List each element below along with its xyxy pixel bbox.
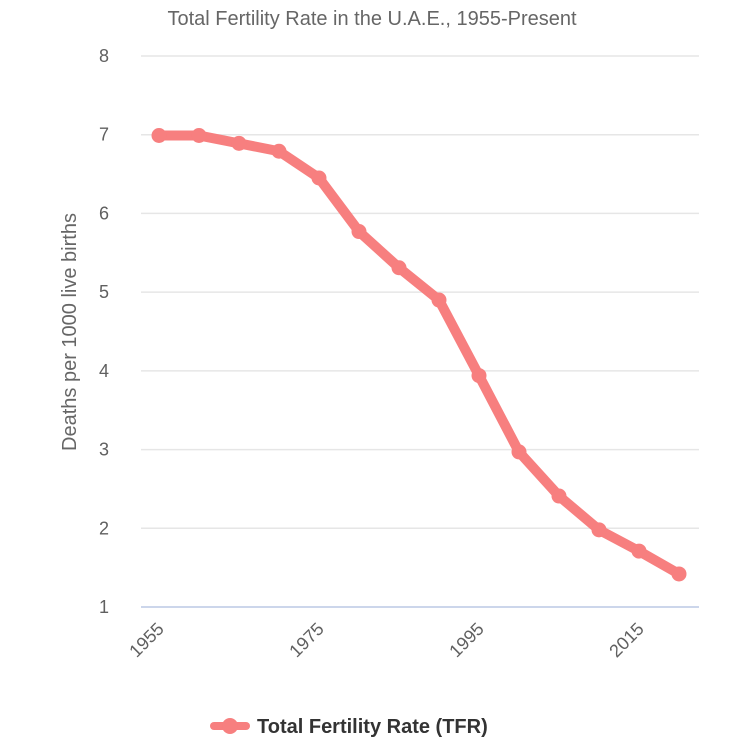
data-point[interactable] [631, 543, 647, 559]
legend[interactable]: Total Fertility Rate (TFR) [210, 716, 488, 738]
y-tick-label: 7 [99, 125, 109, 145]
x-tick-label: 2015 [605, 619, 647, 661]
gridlines [141, 55, 699, 608]
data-point[interactable] [191, 128, 207, 144]
y-tick-label: 1 [99, 597, 109, 617]
data-point[interactable] [511, 444, 527, 460]
x-tick-label: 1975 [285, 619, 327, 661]
x-tick-label: 1995 [445, 619, 487, 661]
x-tick-label: 1955 [125, 619, 167, 661]
series-tfr[interactable] [151, 128, 687, 582]
y-axis-ticks: 1 2 3 4 5 6 7 8 [99, 46, 109, 617]
y-tick-label: 2 [99, 518, 109, 538]
series-line [154, 130, 684, 579]
y-tick-label: 3 [99, 440, 109, 460]
data-point[interactable] [151, 128, 167, 144]
data-point[interactable] [231, 135, 247, 151]
data-point[interactable] [351, 224, 367, 240]
data-point[interactable] [391, 260, 407, 276]
y-axis-label: Deaths per 1000 live births [59, 213, 81, 451]
data-point[interactable] [591, 522, 607, 538]
y-tick-label: 5 [99, 282, 109, 302]
data-point[interactable] [471, 368, 487, 384]
y-tick-label: 6 [99, 203, 109, 223]
legend-marker-icon [222, 718, 238, 734]
data-point[interactable] [671, 566, 687, 582]
chart-title: Total Fertility Rate in the U.A.E., 1955… [167, 8, 577, 30]
y-tick-label: 8 [99, 46, 109, 66]
data-point[interactable] [271, 143, 287, 159]
legend-label[interactable]: Total Fertility Rate (TFR) [257, 716, 488, 738]
x-axis-ticks: 1955 1975 1995 2015 [125, 619, 647, 661]
data-point[interactable] [551, 488, 567, 504]
data-point[interactable] [311, 170, 327, 186]
y-tick-label: 4 [99, 361, 109, 381]
data-point[interactable] [431, 292, 447, 308]
